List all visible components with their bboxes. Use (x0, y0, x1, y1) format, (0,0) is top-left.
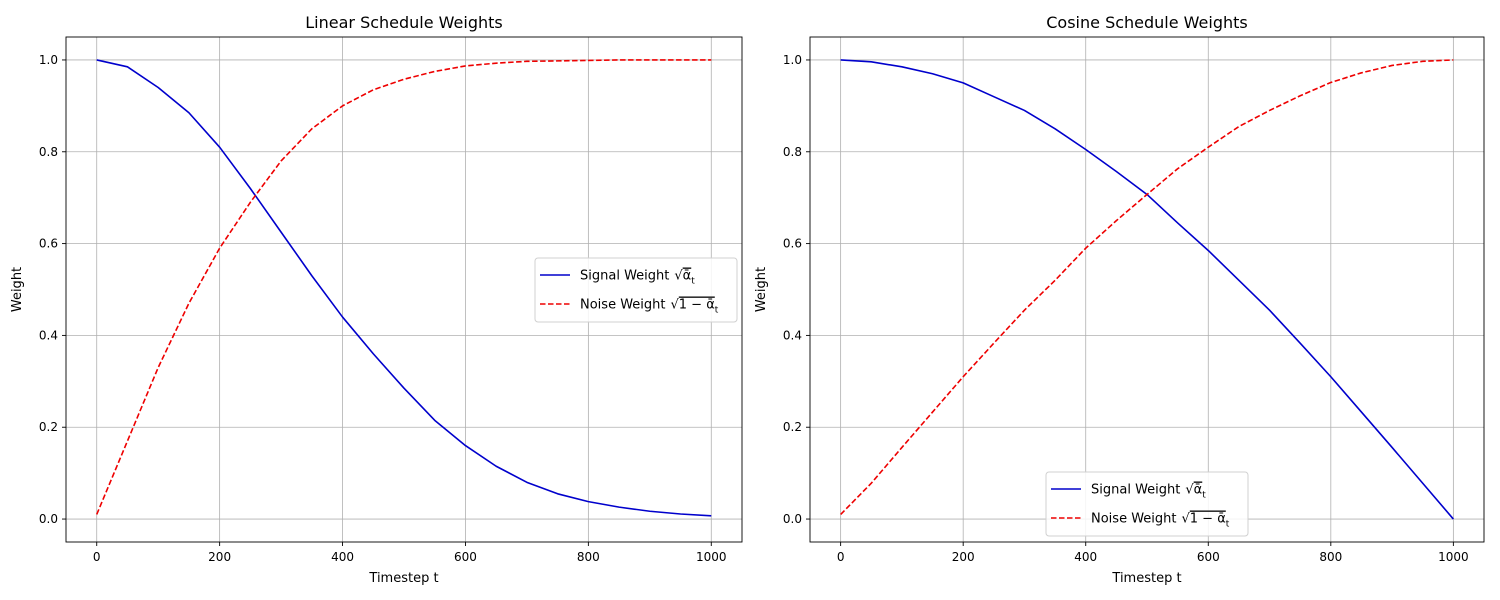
chart-title: Linear Schedule Weights (305, 13, 503, 32)
legend-formula-subscript: t (1226, 520, 1230, 530)
legend-series-name: Signal Weight (580, 269, 669, 284)
y-tick-label: 0.2 (39, 420, 58, 434)
y-tick-label: 0.6 (783, 237, 802, 251)
noise-weight-line (95, 59, 712, 515)
legend-series-name: Noise Weight (580, 298, 665, 313)
legend-entry-label: Signal Weight √ᾱt (1091, 483, 1206, 501)
legend-entry-label: Noise Weight √1 − ᾱt (580, 298, 719, 316)
y-tick-label: 0.4 (783, 328, 802, 342)
x-tick-label: 800 (1319, 550, 1342, 564)
legend-formula-subscript: t (715, 306, 719, 316)
sqrt-symbol: √ (670, 298, 679, 313)
legend-formula: 1 − ᾱ (679, 298, 715, 313)
x-tick-label: 600 (454, 550, 477, 564)
signal-weight-line (840, 59, 1454, 520)
legend-formula-subscript: t (691, 277, 695, 287)
legend-formula: ᾱ (683, 269, 692, 284)
legend-formula: 1 − ᾱ (1190, 512, 1226, 527)
legend-formula: ᾱ (1194, 483, 1203, 498)
x-tick-label: 800 (577, 550, 600, 564)
legend-entry-label: Signal Weight √ᾱt (580, 269, 695, 287)
legend-box (1045, 471, 1249, 537)
y-axis-label: Weight (754, 267, 769, 312)
x-tick-label: 0 (837, 550, 845, 564)
legend-series-name: Signal Weight (1091, 483, 1180, 498)
y-tick-label: 0.6 (39, 237, 58, 251)
linear-schedule-panel: 0 200 400 600 800 1000 0.0 0.2 0.4 0.6 0.8 1.0 Linea… (10, 13, 743, 586)
x-axis-label: Timestep t (1111, 571, 1181, 586)
cosine-schedule-panel: 0 200 400 600 800 1000 0.0 0.2 0.4 0.6 0.8 1.0 Cosin… (754, 13, 1485, 586)
x-tick-label: 1000 (1438, 550, 1469, 564)
y-tick-label: 0.0 (39, 512, 58, 526)
legend-entry-label: Noise Weight √1 − ᾱt (1091, 512, 1230, 530)
chart-title: Cosine Schedule Weights (1046, 13, 1248, 32)
legend-box (534, 257, 738, 323)
x-tick-label: 1000 (696, 550, 727, 564)
sqrt-symbol: √ (1181, 512, 1190, 527)
y-tick-label: 0.8 (783, 145, 802, 159)
x-tick-label: 400 (1074, 550, 1097, 564)
y-tick-label: 0.8 (39, 145, 58, 159)
x-axis-label: Timestep t (368, 571, 438, 586)
y-tick-label: 1.0 (783, 53, 802, 67)
signal-weight-line (96, 59, 712, 517)
axes-frame (65, 36, 743, 543)
y-axis-label: Weight (10, 267, 25, 312)
x-tick-label: 400 (331, 550, 354, 564)
y-tick-label: 1.0 (39, 53, 58, 67)
x-tick-label: 0 (93, 550, 101, 564)
y-tick-label: 0.4 (39, 328, 58, 342)
x-tick-label: 600 (1197, 550, 1220, 564)
y-tick-label: 0.2 (783, 420, 802, 434)
legend-formula-subscript: t (1202, 491, 1206, 501)
legend-series-name: Noise Weight (1091, 512, 1176, 527)
sqrt-symbol: √ (674, 269, 683, 284)
sqrt-symbol: √ (1185, 483, 1194, 498)
noise-weight-line (840, 59, 1454, 516)
axes-frame (809, 36, 1485, 543)
x-tick-label: 200 (208, 550, 231, 564)
y-tick-label: 0.0 (783, 512, 802, 526)
x-tick-label: 200 (952, 550, 975, 564)
